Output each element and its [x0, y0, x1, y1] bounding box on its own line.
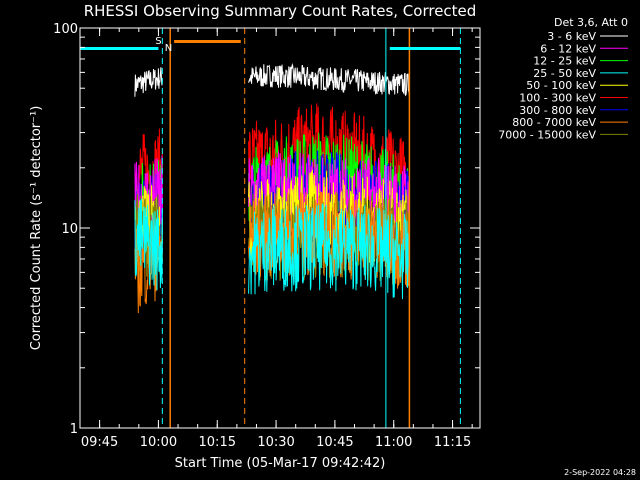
x-tick-label: 10:00 [140, 435, 177, 450]
flag-bar [174, 40, 241, 43]
legend-item-label: 6 - 12 keV [540, 42, 596, 55]
legend-item-label: 7000 - 15000 keV [498, 128, 596, 141]
legend-item-label: 50 - 100 keV [526, 79, 596, 92]
legend-item-label: 25 - 50 keV [533, 67, 596, 80]
y-tick-label: 100 [53, 22, 78, 37]
legend-item-label: 12 - 25 keV [533, 55, 596, 68]
timestamp: 2-Sep-2022 04:28 [564, 468, 636, 477]
x-tick-label: 10:30 [257, 435, 294, 450]
series-line [134, 103, 410, 225]
x-tick-label: 09:45 [81, 435, 118, 450]
x-axis: 09:45 10:00 10:15 10:30 10:45 11:00 11:15 [79, 28, 473, 450]
series-line [134, 198, 410, 300]
legend-item-label: 100 - 300 keV [519, 92, 596, 105]
x-axis-label: Start Time (05-Mar-17 09:42:42) [175, 456, 386, 471]
legend-header: Det 3,6, Att 0 [554, 16, 628, 29]
flag-label-s: S [155, 36, 161, 47]
y-axis: 1 10 100 [53, 22, 480, 437]
legend-item-label: 300 - 800 keV [519, 104, 596, 117]
y-tick-label: 1 [70, 422, 78, 437]
chart-title: RHESSI Observing Summary Count Rates, Co… [84, 2, 477, 20]
x-tick-label: 10:15 [199, 435, 236, 450]
flag-bar [80, 47, 159, 50]
legend-item-label: 3 - 6 keV [547, 30, 596, 43]
legend-item-label: 800 - 7000 keV [512, 116, 596, 129]
flag-bar [389, 47, 461, 50]
x-tick-label: 10:45 [316, 435, 353, 450]
flag-label-n: N [165, 43, 172, 54]
y-axis-label: Corrected Count Rate (s⁻¹ detector⁻¹) [29, 106, 44, 351]
data-layer [134, 62, 410, 314]
y-tick-label: 10 [61, 222, 78, 237]
x-tick-label: 11:15 [434, 435, 471, 450]
series-line [134, 62, 410, 97]
x-tick-label: 11:00 [375, 435, 412, 450]
